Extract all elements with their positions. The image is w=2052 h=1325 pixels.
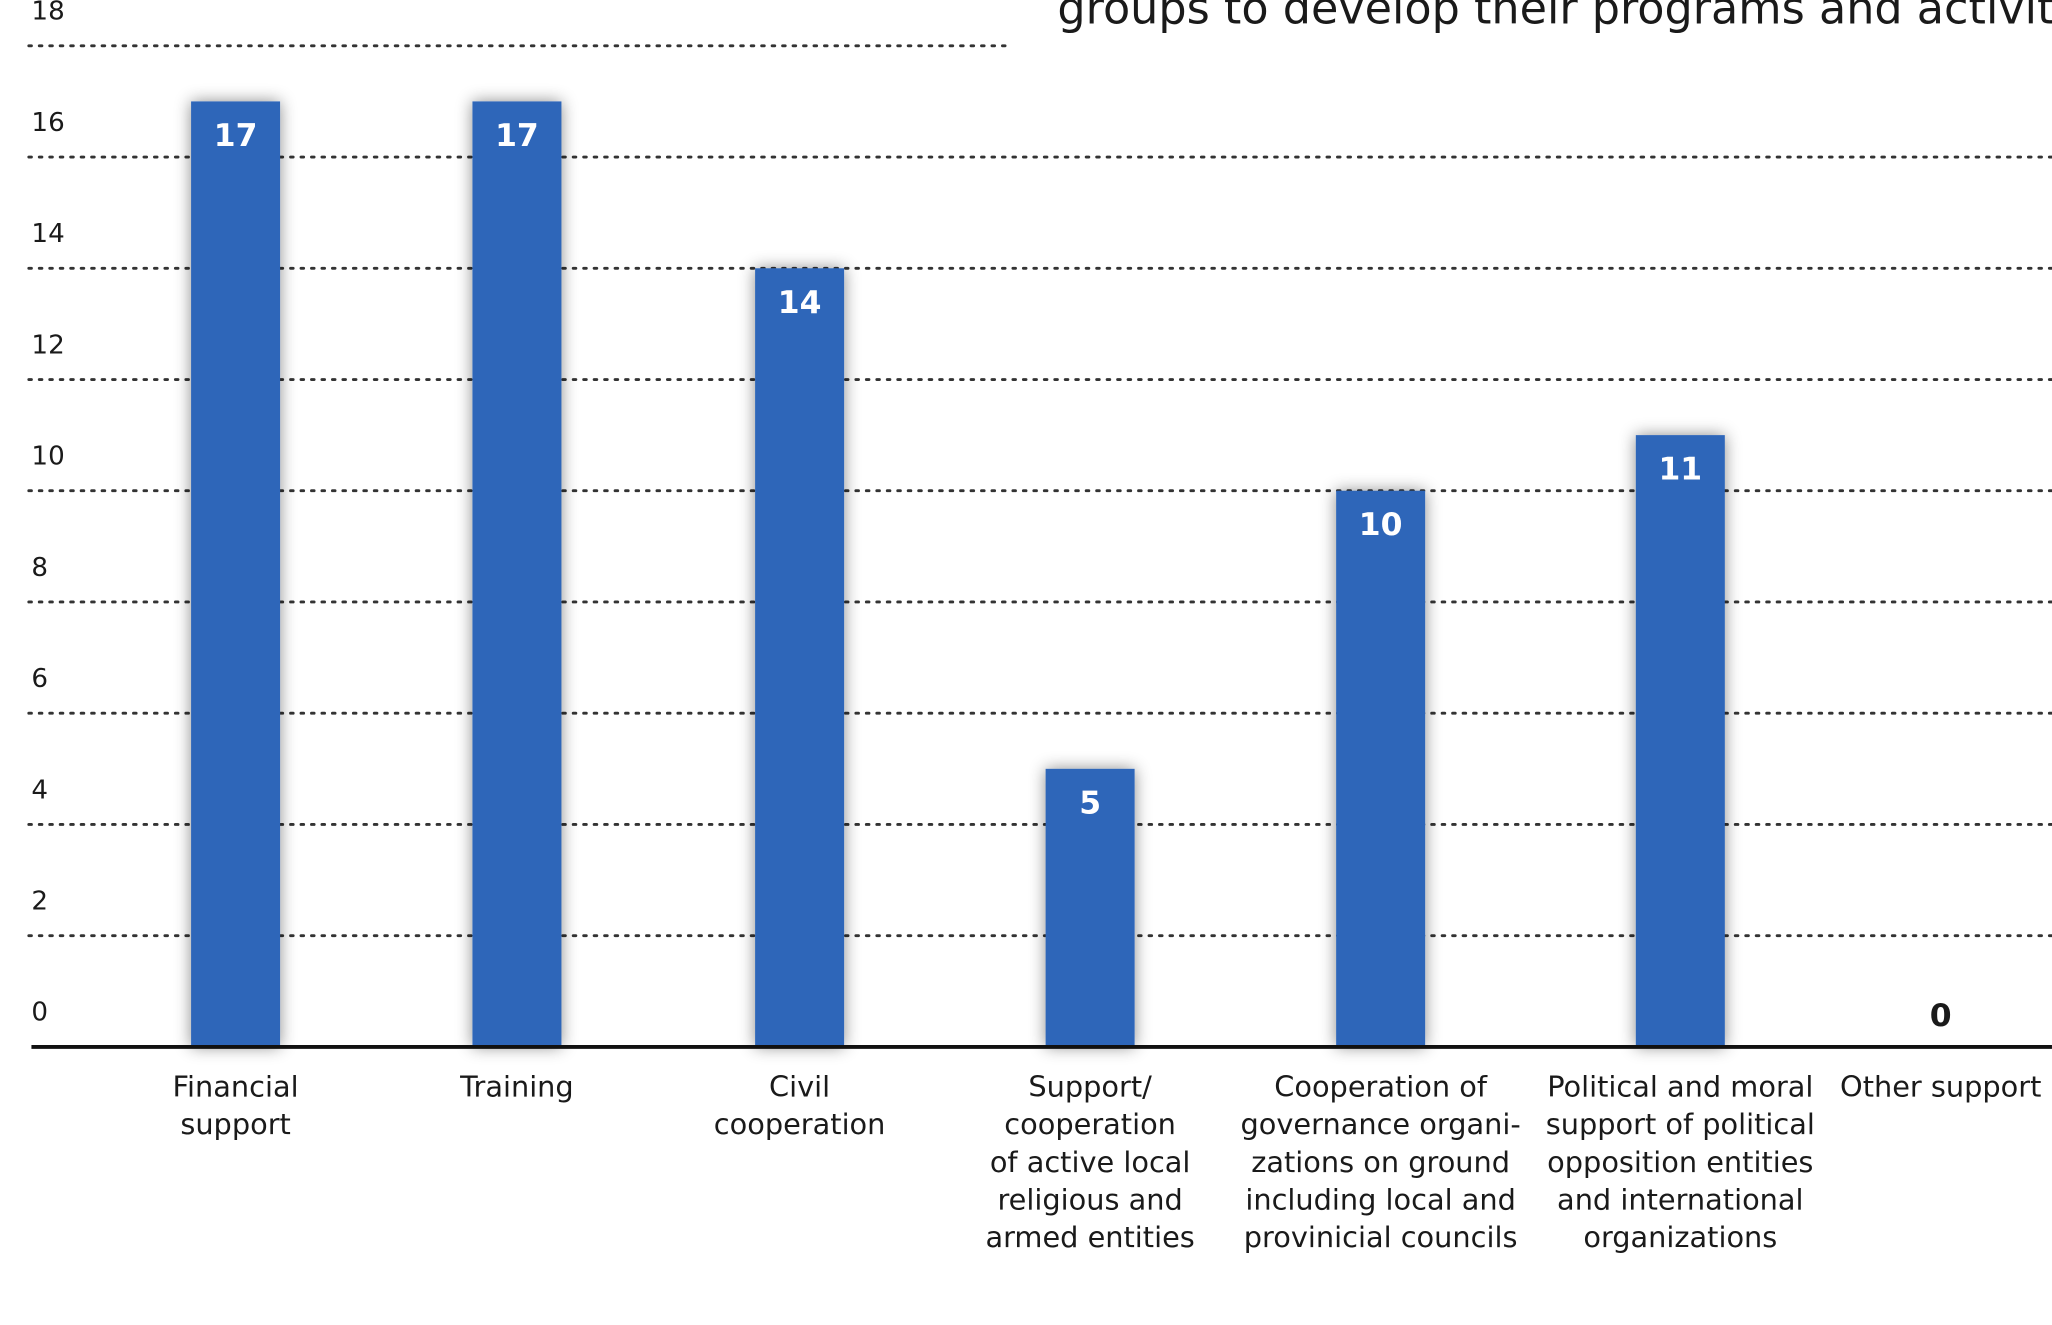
x-tick-line: cooperation [714,1107,886,1141]
value-label: 17 [495,118,539,154]
y-tick-label: 2 [31,887,48,917]
x-tick-line: including local and [1245,1182,1516,1216]
x-tick-line: Support/ [1028,1070,1152,1104]
x-tick-line: Financial [173,1070,299,1104]
bar [191,101,281,1047]
bar [1045,768,1135,1047]
x-tick-line: Other support [1840,1070,2041,1104]
x-tick-line: Political and moral [1547,1070,1813,1104]
bar [755,268,845,1047]
x-tick-label: Civil cooperation [714,1070,886,1142]
value-label: 5 [1079,785,1101,821]
x-tick-line: armed entities [985,1220,1194,1254]
value-label: 17 [214,118,258,154]
y-tick-label: 4 [31,775,48,805]
y-tick-label: 8 [31,553,48,583]
x-tick-line: cooperation [1004,1107,1176,1141]
x-tick-line: governance organi- [1241,1107,1521,1141]
y-tick-label: 10 [31,442,64,472]
value-label: 11 [1658,452,1702,488]
x-tick-label: Training [459,1070,574,1104]
value-label: 14 [778,285,822,321]
x-tick-label: Other support [1840,1070,2041,1104]
x-tick-line: of active local [990,1145,1191,1179]
y-tick-label: 12 [31,330,64,360]
bar [1336,490,1426,1047]
y-tick-label: 0 [31,998,48,1028]
y-tick-label: 14 [31,219,64,249]
chart-title: groups to develop their programs and act… [1057,0,2052,35]
x-tick-label: Cooperation of governance organi-zations … [1241,1070,1521,1254]
x-tick-label: Financial support [173,1070,299,1142]
x-tick-line: Cooperation of [1274,1070,1488,1104]
value-label: 10 [1359,507,1403,543]
bar [1635,435,1725,1047]
y-tick-label: 16 [31,108,64,138]
x-tick-line: support [180,1107,291,1141]
y-tick-label: 6 [31,664,48,694]
x-tick-line: zations on ground [1251,1145,1510,1179]
x-tick-line: support of political [1546,1107,1815,1141]
x-tick-line: Training [459,1070,574,1104]
x-tick-line: Civil [769,1070,830,1104]
x-tick-label: Support/cooperation of active local religi… [985,1070,1194,1254]
x-tick-line: religious and [997,1182,1182,1216]
bar [472,101,562,1047]
x-tick-label: Political and moral support of political o… [1546,1070,1815,1254]
y-tick-label: 18 [31,0,64,27]
x-tick-line: opposition entities [1547,1145,1813,1179]
x-tick-line: provinicial councils [1244,1220,1518,1254]
x-tick-line: and international [1557,1182,1804,1216]
value-label: 0 [1930,998,1952,1034]
x-tick-line: organizations [1583,1220,1777,1254]
